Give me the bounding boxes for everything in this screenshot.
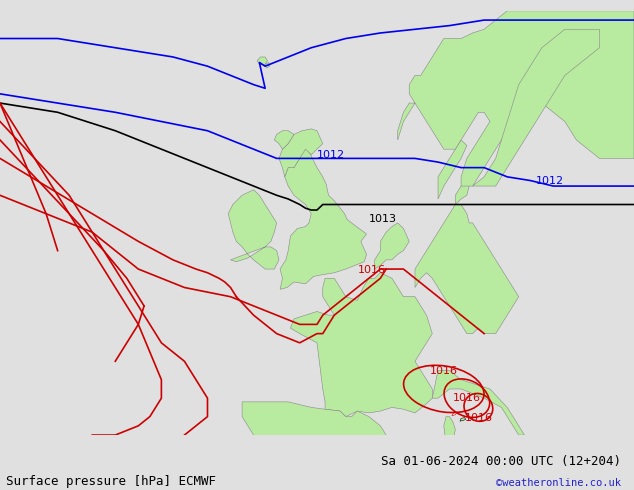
Text: Surface pressure [hPa] ECMWF: Surface pressure [hPa] ECMWF [6,474,216,488]
Polygon shape [398,11,634,186]
Text: 1016: 1016 [430,366,458,376]
Text: 1013: 1013 [369,214,397,224]
Text: 1012: 1012 [317,150,345,160]
Polygon shape [257,57,268,64]
Text: 1016: 1016 [453,393,481,403]
Polygon shape [375,223,409,269]
Polygon shape [236,402,386,490]
Polygon shape [432,370,524,435]
Text: 1012: 1012 [536,175,564,186]
Polygon shape [452,412,456,416]
Text: 1016: 1016 [464,413,493,423]
Polygon shape [280,146,366,290]
Polygon shape [438,448,459,490]
Text: 1016: 1016 [358,265,385,274]
Polygon shape [444,416,455,446]
Polygon shape [275,131,294,149]
Polygon shape [460,417,466,421]
Polygon shape [290,273,432,416]
Polygon shape [228,190,279,269]
Polygon shape [438,140,467,199]
Polygon shape [279,129,323,177]
Text: Sa 01-06-2024 00:00 UTC (12+204): Sa 01-06-2024 00:00 UTC (12+204) [381,455,621,468]
Polygon shape [455,182,469,204]
Polygon shape [472,29,599,186]
Polygon shape [265,63,269,68]
Text: ©weatheronline.co.uk: ©weatheronline.co.uk [496,478,621,488]
Polygon shape [415,204,519,334]
